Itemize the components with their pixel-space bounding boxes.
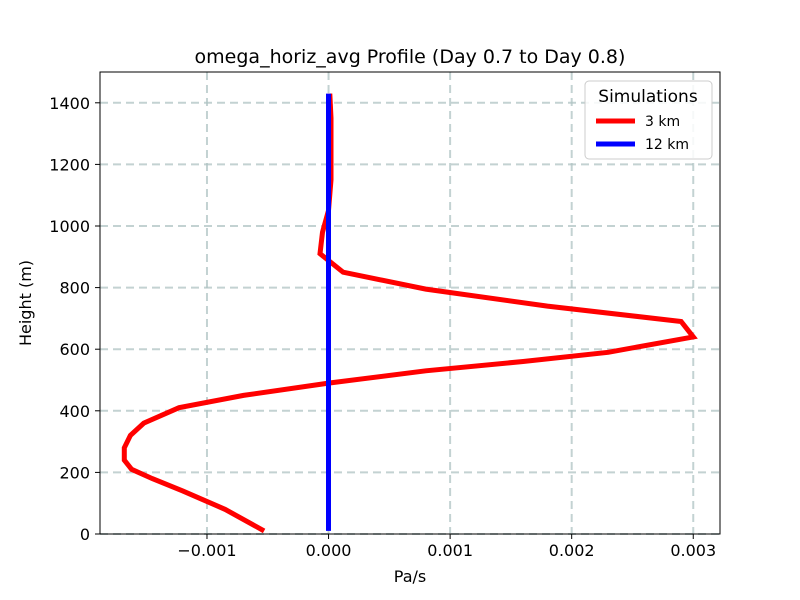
chart-title: omega_horiz_avg Profile (Day 0.7 to Day … bbox=[195, 46, 626, 68]
x-tick-label: 0.002 bbox=[549, 541, 595, 560]
y-axis-label: Height (m) bbox=[16, 260, 35, 346]
x-tick-label: −0.001 bbox=[177, 541, 236, 560]
plot-frame bbox=[99, 71, 721, 535]
x-ticks: −0.001 0.000 0.001 0.002 0.003 bbox=[177, 534, 716, 560]
y-tick-label: 1000 bbox=[49, 217, 90, 236]
x-tick-label: 0.003 bbox=[670, 541, 716, 560]
legend-label-3km: 3 km bbox=[645, 114, 680, 130]
y-tick-label: 400 bbox=[59, 402, 90, 421]
y-tick-label: 600 bbox=[59, 340, 90, 359]
legend-box bbox=[584, 80, 713, 160]
plot-series bbox=[121, 93, 698, 534]
x-tick-label: 0.001 bbox=[427, 541, 473, 560]
y-ticks: 0 200 400 600 800 1000 1200 1400 bbox=[49, 94, 100, 544]
y-tick-label: 800 bbox=[59, 279, 90, 298]
x-tick-label: 0.000 bbox=[306, 541, 352, 560]
legend-label-12km: 12 km bbox=[645, 137, 689, 153]
y-tick-label: 200 bbox=[59, 463, 90, 482]
y-tick-label: 1200 bbox=[49, 155, 90, 174]
legend-title: Simulations bbox=[598, 87, 698, 107]
y-tick-label: 1400 bbox=[49, 94, 90, 113]
legend: Simulations 3 km 12 km bbox=[584, 80, 713, 160]
y-tick-label: 0 bbox=[80, 525, 90, 544]
x-axis-label: Pa/s bbox=[394, 567, 426, 586]
